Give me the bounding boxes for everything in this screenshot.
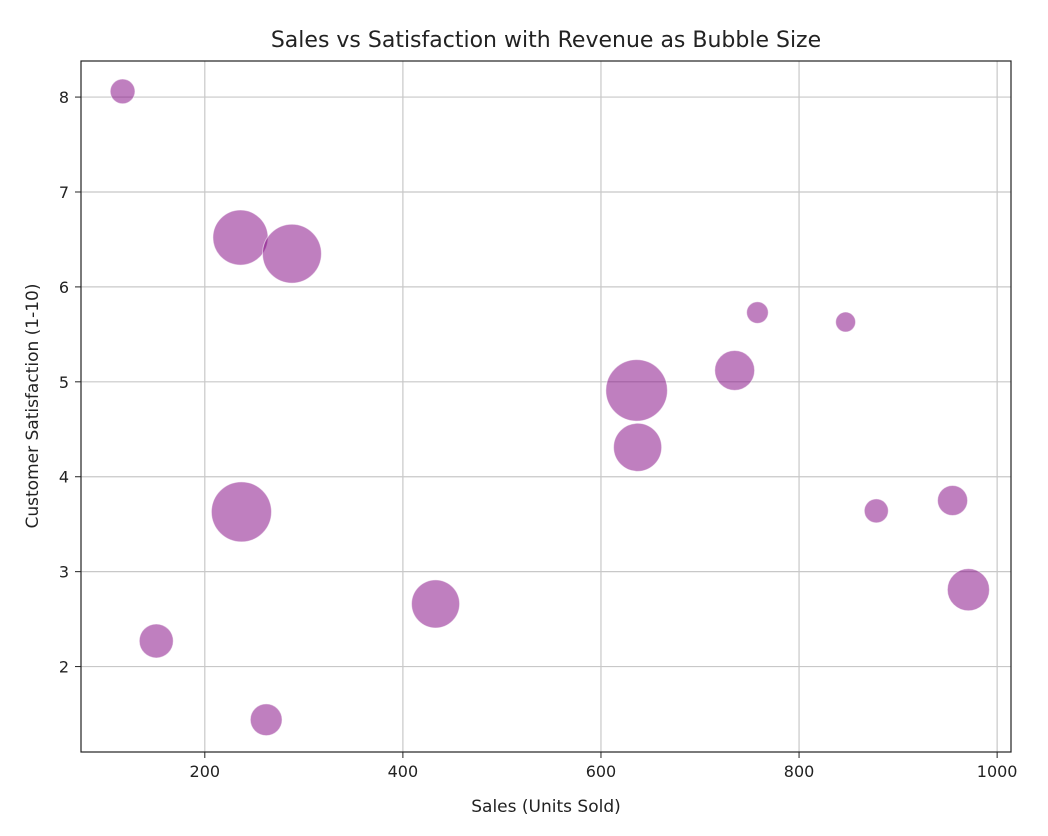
x-tick-label: 600 — [586, 762, 617, 781]
plot-frame — [80, 60, 1012, 753]
y-tick-label: 3 — [59, 563, 69, 582]
bubble — [605, 359, 668, 422]
bubble — [714, 350, 756, 391]
y-tick-label: 6 — [59, 278, 69, 297]
bubble — [946, 568, 990, 612]
bubble — [863, 498, 889, 524]
points — [109, 78, 990, 737]
y-tick-label: 5 — [59, 373, 69, 392]
ticks: 200 400 600 800 1000 2 3 4 5 6 7 8 — [59, 88, 1018, 781]
bubble — [109, 78, 136, 105]
bubble — [411, 579, 461, 629]
grid — [81, 61, 1011, 752]
bubble — [746, 301, 769, 324]
bubble — [262, 223, 322, 284]
bubble — [937, 484, 969, 516]
bubble — [835, 311, 857, 333]
y-tick-label: 4 — [59, 468, 69, 487]
y-tick-label: 8 — [59, 88, 69, 107]
x-tick-label: 800 — [784, 762, 815, 781]
bubble — [212, 209, 269, 266]
x-tick-label: 400 — [388, 762, 419, 781]
bubble — [249, 703, 283, 737]
y-tick-label: 7 — [59, 183, 69, 202]
y-axis-label: Customer Satisfaction (1-10) — [23, 284, 43, 529]
y-tick-label: 2 — [59, 658, 69, 677]
x-axis-label: Sales (Units Sold) — [471, 797, 621, 817]
x-tick-label: 1000 — [977, 762, 1018, 781]
bubble — [138, 623, 174, 659]
chart-title: Sales vs Satisfaction with Revenue as Bu… — [271, 28, 821, 53]
x-tick-label: 200 — [190, 762, 221, 781]
bubble — [210, 481, 272, 543]
bubble — [613, 422, 663, 472]
